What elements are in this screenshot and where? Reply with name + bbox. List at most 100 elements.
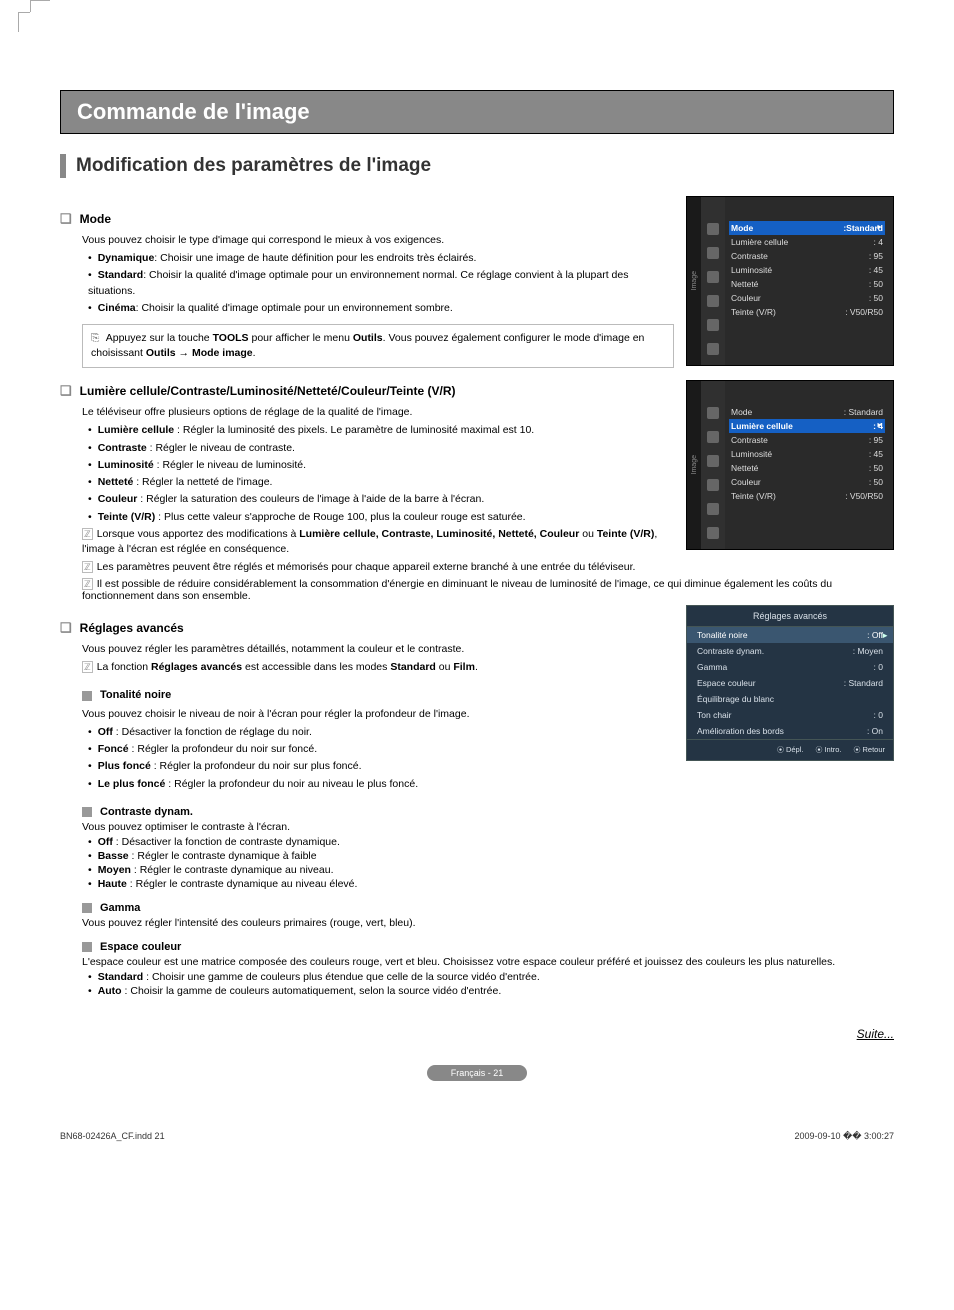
note: La fonction Réglages avancés est accessi… [82,660,674,675]
list-item: Lumière cellule : Régler la luminosité d… [88,423,674,438]
footer-intro: Intro. [815,745,841,755]
crop-mark [30,0,50,12]
tools-note: Appuyez sur la touche TOOLS pour affiche… [82,324,674,368]
adv-row: Amélioration des bords: On [687,723,893,739]
contraste-intro: Vous pouvez optimiser le contraste à l'é… [82,821,894,833]
list-item: Moyen : Régler le contraste dynamique au… [88,864,894,876]
square-icon [82,691,92,701]
tools-icon [91,332,103,344]
note: Lorsque vous apportez des modifications … [82,527,674,557]
adv-menu: Réglages avancés Tonalité noire: Off Con… [686,605,894,761]
tv-row: Mode: Standard [729,405,885,419]
note-icon [82,578,97,590]
tv-row: Contraste: 95 [729,249,885,263]
lumiere-intro: Le téléviseur offre plusieurs options de… [82,405,674,420]
adv-row: Tonalité noire: Off [687,627,893,643]
mode-list: Dynamique: Choisir une image de haute dé… [88,251,674,316]
subtitle: Modification des paramètres de l'image [76,155,431,177]
list-item: Auto : Choisir la gamme de couleurs auto… [88,985,894,997]
adv-row: Équilibrage du blanc [687,691,893,707]
list-item: Couleur : Régler la saturation des coule… [88,492,674,507]
tv-row: Lumière cellule: 4 [729,419,885,433]
square-icon [82,942,92,952]
tonalite-heading: Tonalité noire [82,688,674,704]
tv-row: Lumière cellule: 4 [729,235,885,249]
list-item: Dynamique: Choisir une image de haute dé… [88,251,674,266]
suite-link: Suite... [60,1027,894,1041]
note-icon [82,661,97,673]
espace-heading: Espace couleur [82,941,894,953]
tv-row: Teinte (V/R): V50/R50 [729,305,885,319]
tv-rows: Mode: Standard Lumière cellule: 4 Contra… [725,381,893,549]
adv-menu-col: Réglages avancés Tonalité noire: Off Con… [686,605,894,761]
adv-row: Ton chair: 0 [687,707,893,723]
tv-row: Contraste: 95 [729,433,885,447]
list-item: Le plus foncé : Régler la profondeur du … [88,777,674,792]
tv-menu-column: Image Mode:Standard Lumière cellule: 4 C… [686,196,894,550]
tv-rows: Mode:Standard Lumière cellule: 4 Contras… [725,197,893,365]
note: Il est possible de réduire considérablem… [82,578,894,602]
note-icon [82,561,97,573]
list-item: Basse : Régler le contraste dynamique à … [88,850,894,862]
adv-row: Contraste dynam.: Moyen [687,643,893,659]
tv-row: Netteté: 50 [729,277,885,291]
gamma-intro: Vous pouvez régler l'intensité des coule… [82,917,894,929]
note-icon [82,528,97,540]
lumiere-heading: ❏ Lumière cellule/Contraste/Luminosité/N… [60,382,674,401]
tv-row: Luminosité: 45 [729,447,885,461]
checkbox-icon: ❏ [60,619,72,638]
grey-bar [60,154,66,178]
adv-row: Gamma: 0 [687,659,893,675]
list-item: Netteté : Régler la netteté de l'image. [88,475,674,490]
list-item: Off : Désactiver la fonction de contrast… [88,836,894,848]
page-title: Commande de l'image [77,99,877,125]
adv-row: Espace couleur: Standard [687,675,893,691]
list-item: Teinte (V/R) : Plus cette valeur s'appro… [88,510,674,525]
square-icon [82,903,92,913]
tonalite-intro: Vous pouvez choisir le niveau de noir à … [82,707,674,722]
note: Les paramètres peuvent être réglés et mé… [82,560,674,575]
tv-row: Luminosité: 45 [729,263,885,277]
tv-tab: Image [687,381,701,549]
tv-row: Couleur: 50 [729,475,885,489]
tv-sidebar-icons [701,197,725,365]
mode-intro: Vous pouvez choisir le type d'image qui … [82,233,674,248]
footer-left: BN68-02426A_CF.indd 21 [60,1131,165,1142]
footer-retour: Retour [854,745,885,755]
contraste-heading: Contraste dynam. [82,806,894,818]
tv-row: Mode:Standard [729,221,885,235]
tv-row: Teinte (V/R): V50/R50 [729,489,885,503]
tv-row: Couleur: 50 [729,291,885,305]
list-item: Foncé : Régler la profondeur du noir sur… [88,742,674,757]
tv-row: Netteté: 50 [729,461,885,475]
tv-menu-mode: Image Mode:Standard Lumière cellule: 4 C… [686,196,894,366]
list-item: Plus foncé : Régler la profondeur du noi… [88,759,674,774]
square-icon [82,807,92,817]
adv-footer: Dépl. Intro. Retour [687,739,893,760]
lumiere-list: Lumière cellule : Régler la luminosité d… [88,423,674,524]
espace-intro: L'espace couleur est une matrice composé… [82,956,894,968]
list-item: Off : Désactiver la fonction de réglage … [88,725,674,740]
page-title-box: Commande de l'image [60,90,894,134]
contraste-list: Off : Désactiver la fonction de contrast… [88,836,894,890]
tv-sidebar-icons [701,381,725,549]
list-item: Standard : Choisir une gamme de couleurs… [88,971,894,983]
reglages-intro: Vous pouvez régler les paramètres détail… [82,642,674,657]
tv-menu-lumiere: Image Mode: Standard Lumière cellule: 4 … [686,380,894,550]
footer-right: 2009-09-10 �� 3:00:27 [794,1131,894,1142]
mode-heading: ❏ Mode [60,210,674,229]
checkbox-icon: ❏ [60,210,72,229]
espace-list: Standard : Choisir une gamme de couleurs… [88,971,894,997]
adv-title: Réglages avancés [687,606,893,627]
print-footer: BN68-02426A_CF.indd 21 2009-09-10 �� 3:0… [10,1131,944,1142]
page-badge: Français - 21 [427,1065,527,1081]
list-item: Cinéma: Choisir la qualité d'image optim… [88,301,674,316]
tv-tab: Image [687,197,701,365]
footer-depl: Dépl. [777,745,803,755]
list-item: Contraste : Régler le niveau de contrast… [88,441,674,456]
list-item: Standard: Choisir la qualité d'image opt… [88,268,674,298]
gamma-heading: Gamma [82,902,894,914]
subtitle-row: Modification des paramètres de l'image [60,154,894,178]
reglages-heading: ❏ Réglages avancés [60,619,674,638]
checkbox-icon: ❏ [60,382,72,401]
